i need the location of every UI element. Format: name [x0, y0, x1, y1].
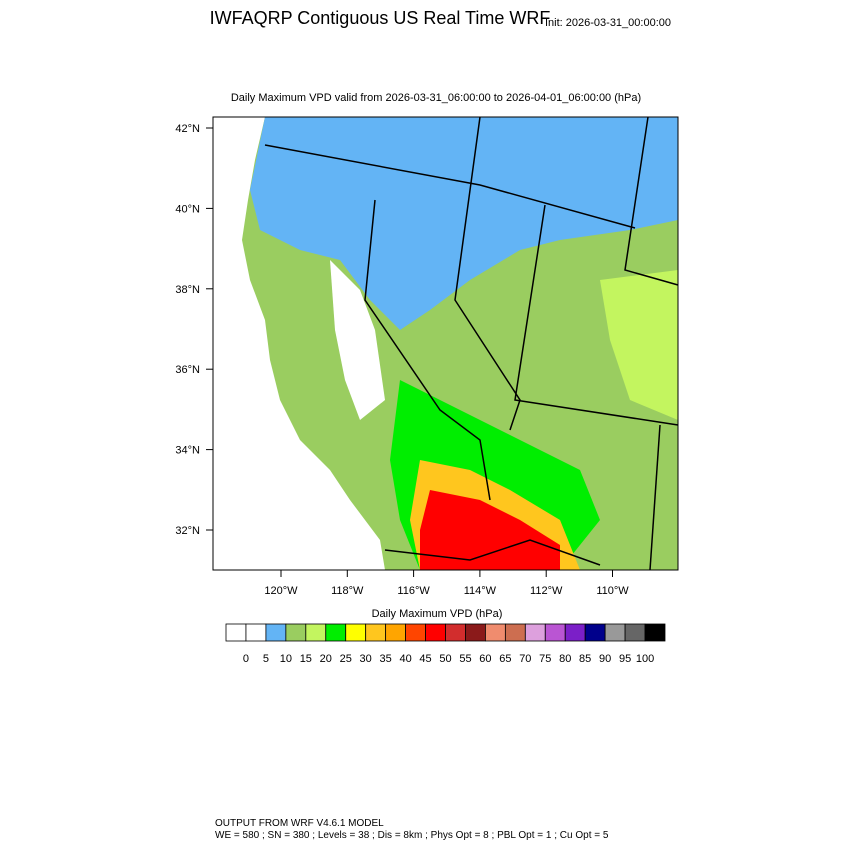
colorbar-box: [644, 623, 666, 642]
lon-label: 120°W: [264, 585, 298, 597]
colorbar-box: [544, 623, 566, 642]
colorbar-tick-label: 5: [263, 653, 269, 665]
colorbar-tick-label: 25: [340, 653, 352, 665]
map-frame: [212, 116, 679, 571]
colorbar-box: [584, 623, 606, 642]
colorbar-box: [405, 623, 426, 642]
peak-vpd-region: [420, 490, 560, 570]
colorbar-tick-label: 30: [360, 653, 372, 665]
colorbar-tick-label: 70: [519, 653, 531, 665]
colorbar-tick-label: 60: [479, 653, 491, 665]
colorbar-box: [285, 623, 307, 642]
border: [364, 199, 491, 501]
colorbar-tick-label: 80: [559, 653, 571, 665]
border: [514, 204, 679, 426]
colorbar-tick-label: 45: [419, 653, 431, 665]
map-field: [212, 116, 679, 571]
colorbar-tick-label: 90: [599, 653, 611, 665]
lon-label: 114°W: [464, 585, 497, 597]
lon-label: 116°W: [397, 585, 430, 597]
colorbar-tick-label: 35: [380, 653, 392, 665]
colorbar-box: [485, 623, 506, 642]
title: IWFAQRP Contiguous US Real Time WRF: [210, 8, 551, 28]
colorbar-box: [465, 623, 486, 642]
colorbar-box: [445, 623, 466, 642]
colorbar-box: [504, 623, 526, 642]
colorbar-box: [604, 623, 626, 642]
colorbar-tick-label: 0: [243, 653, 249, 665]
colorbar-box: [624, 623, 646, 642]
border: [649, 424, 661, 571]
colorbar-box: [564, 623, 586, 642]
colorbar-box: [325, 623, 347, 642]
footer-line: WE = 580 ; SN = 380 ; Levels = 38 ; Dis …: [215, 830, 609, 841]
colorbar-tick-label: 10: [280, 653, 292, 665]
init-time: Init: 2026-03-31_00:00:00: [545, 17, 671, 29]
border: [264, 144, 636, 229]
colorbar-box: [425, 623, 446, 642]
lon-label: 110°W: [596, 585, 629, 597]
border: [454, 116, 521, 431]
east-region: [600, 270, 678, 420]
footer-line: OUTPUT FROM WRF V4.6.1 MODEL: [215, 818, 384, 829]
colorbar-box: [365, 623, 387, 642]
colorbar-tick-label: 65: [499, 653, 511, 665]
colorbar-box: [385, 623, 406, 642]
lon-label: 118°W: [331, 585, 364, 597]
colorbar-tick-label: 100: [636, 653, 654, 665]
colorbar-box: [245, 623, 267, 642]
colorbar-box: [345, 623, 367, 642]
border: [384, 539, 601, 566]
border: [624, 116, 679, 286]
colorbar-box: [225, 623, 247, 642]
colorbar-tick-label: 50: [439, 653, 451, 665]
colorbar-tick-label: 95: [619, 653, 631, 665]
lat-label: 36°N: [175, 364, 200, 376]
lat-label: 38°N: [175, 284, 200, 296]
lon-label: 112°W: [530, 585, 563, 597]
colorbar-tick-label: 55: [459, 653, 471, 665]
colorbar-tick-label: 85: [579, 653, 591, 665]
lat-label: 40°N: [175, 203, 200, 215]
lat-label: 32°N: [175, 525, 200, 537]
colorbar-tick-label: 15: [300, 653, 312, 665]
colorbar-box: [305, 623, 327, 642]
sierra-region: [330, 260, 385, 420]
map-subtitle: Daily Maximum VPD valid from 2026-03-31_…: [231, 92, 641, 104]
low-vpd-region: [250, 117, 678, 330]
state-borders: [264, 116, 679, 571]
lat-label: 34°N: [175, 445, 200, 457]
colorbar-tick-label: 75: [539, 653, 551, 665]
colorbar-tick-label: 40: [399, 653, 411, 665]
colorbar-label: Daily Maximum VPD (hPa): [372, 608, 503, 620]
colorbar-box: [265, 623, 287, 642]
colorbar-tick-label: 20: [320, 653, 332, 665]
lat-label: 42°N: [175, 123, 200, 135]
colorbar-box: [524, 623, 546, 642]
